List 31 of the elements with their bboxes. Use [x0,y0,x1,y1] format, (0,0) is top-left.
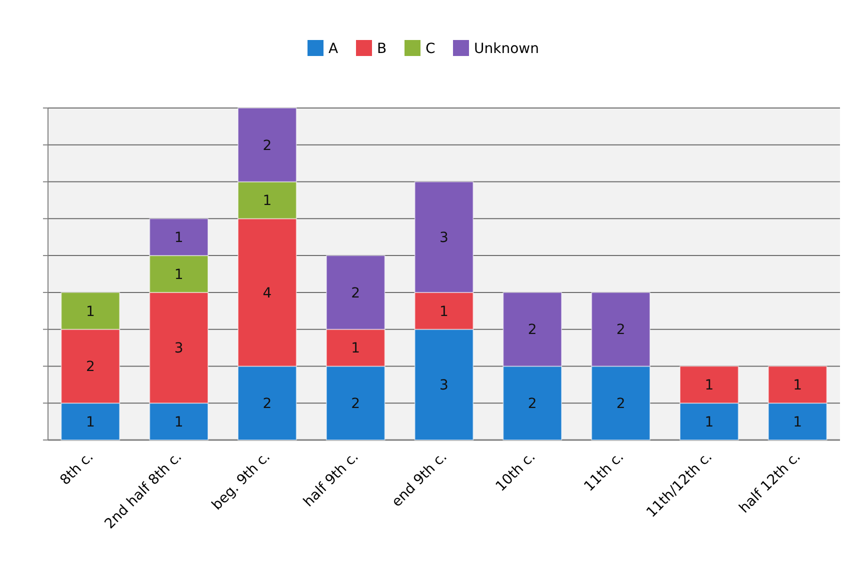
data-label: 2 [262,138,272,154]
data-label: 3 [440,378,448,394]
data-label: 2 [528,322,537,338]
data-label: 1 [793,378,802,394]
data-label: 1 [174,266,184,283]
data-label: 2 [351,396,360,412]
data-label: 1 [704,378,714,394]
data-label: 1 [351,340,360,357]
legend-label: Unknown [474,40,539,57]
legend-label: B [377,40,387,57]
data-label: 1 [174,414,184,430]
x-tick-label: beg. 9th c. [209,448,274,514]
data-label: 2 [616,322,626,338]
data-label: 3 [174,340,184,357]
legend-label: A [328,40,338,57]
legend-label: C [426,40,436,57]
data-label: 4 [262,285,272,302]
data-label: 1 [174,230,184,246]
data-label: 3 [440,230,448,246]
x-tick-label: 8th c. [57,448,97,488]
data-label: 2 [528,396,537,412]
data-label: 2 [351,285,360,302]
data-label: 2 [616,396,626,412]
data-label: 1 [262,193,272,210]
data-label: 1 [86,304,95,320]
data-label: 1 [86,414,95,430]
data-label: 1 [793,414,802,430]
data-label: 2 [86,359,95,376]
data-label: 1 [704,414,714,430]
data-label: 1 [440,304,448,320]
data-label: 2 [262,396,272,412]
